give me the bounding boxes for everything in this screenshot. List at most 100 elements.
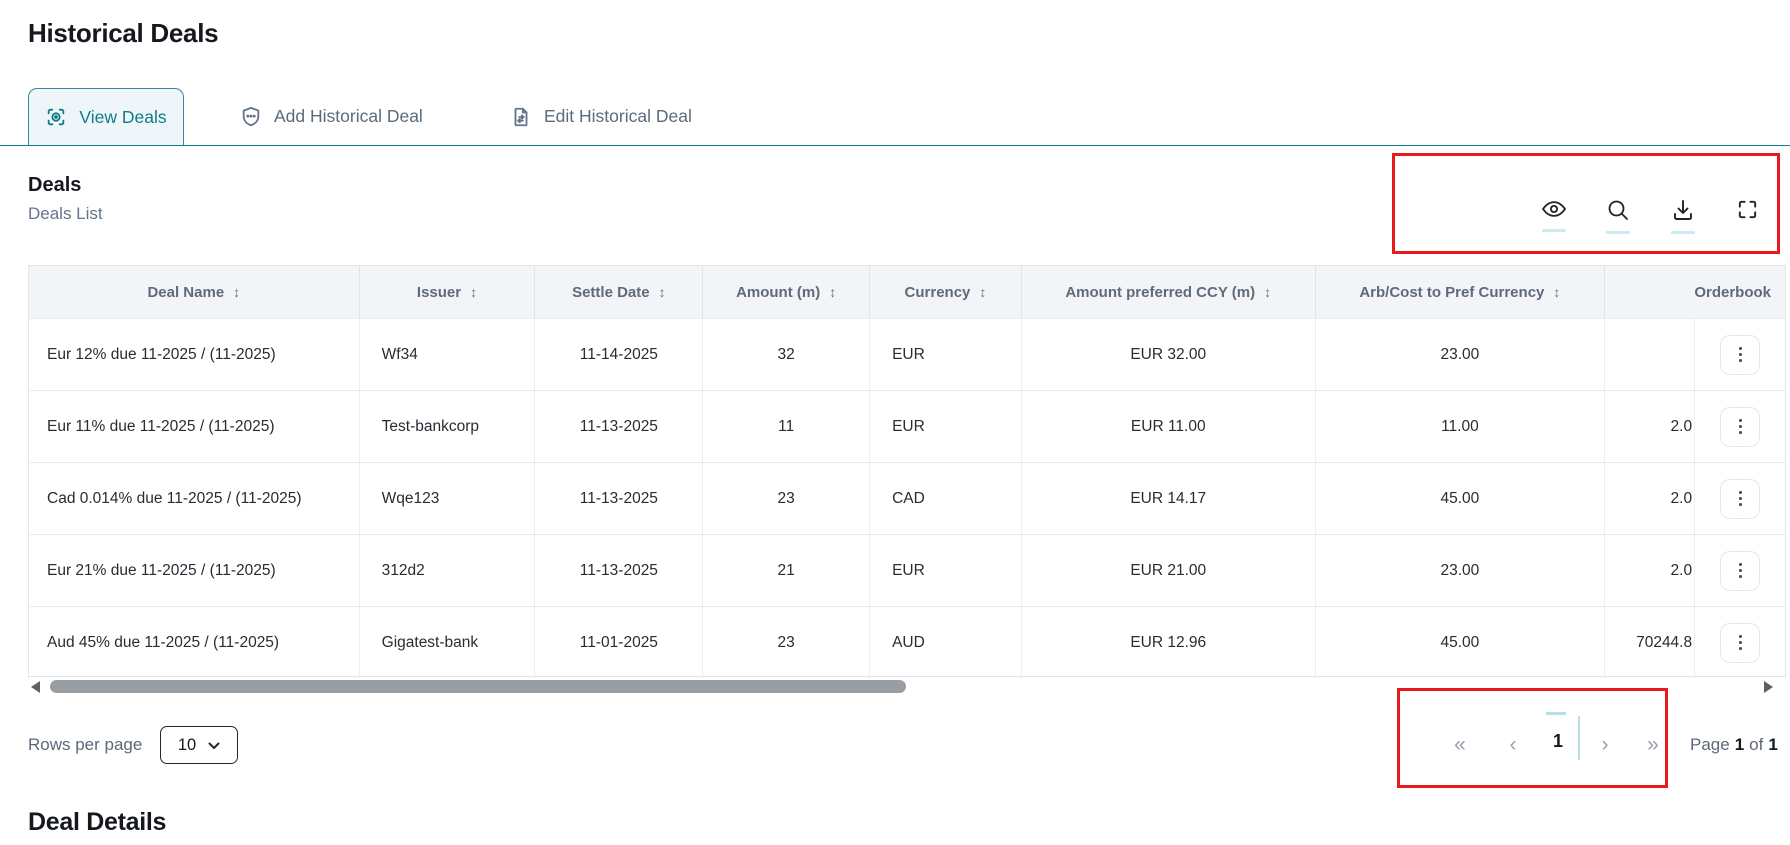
column-header-label: Amount (m) (736, 283, 821, 301)
cell-orderbook: 2.0 (1605, 535, 1696, 606)
cell-arb_cost: 23.00 (1316, 535, 1606, 606)
table-bottom-border (28, 676, 1786, 677)
column-header-arb_cost[interactable]: Arb/Cost to Pref Currency ↕ (1316, 266, 1606, 318)
row-actions-kebab-button[interactable] (1720, 406, 1761, 447)
cell-arb_cost: 45.00 (1316, 463, 1606, 534)
visibility-button[interactable] (1534, 190, 1574, 236)
table-row[interactable]: Cad 0.014% due 11-2025 / (11-2025) Wqe123… (29, 462, 1785, 534)
search-icon (1606, 198, 1630, 222)
hscroll-right-arrow[interactable] (1764, 681, 1773, 693)
icon-underline (1606, 231, 1630, 234)
sort-icon: ↕ (1553, 284, 1561, 300)
cell-issuer: Wqe123 (360, 463, 536, 534)
cell-actions (1695, 607, 1785, 678)
column-header-amount_pref[interactable]: Amount preferred CCY (m) ↕ (1022, 266, 1316, 318)
chevron-down-icon (208, 736, 220, 755)
cell-currency: CAD (870, 463, 1022, 534)
cell-arb_cost: 23.00 (1316, 319, 1606, 390)
pagination-current-page[interactable]: 1 (1552, 731, 1563, 751)
hscroll-thumb[interactable] (50, 680, 906, 693)
cell-actions (1695, 391, 1785, 462)
cell-currency: EUR (870, 391, 1022, 462)
cell-currency: EUR (870, 535, 1022, 606)
cell-actions (1695, 463, 1785, 534)
pagination-first-button[interactable]: « (1443, 728, 1477, 762)
sort-icon: ↕ (470, 284, 478, 300)
cell-arb_cost: 45.00 (1316, 607, 1606, 678)
column-header-label: Arb/Cost to Pref Currency (1359, 283, 1545, 301)
hscroll-left-arrow[interactable] (31, 681, 40, 693)
cell-issuer: Gigatest-bank (360, 607, 536, 678)
download-icon (1671, 198, 1695, 222)
download-button[interactable] (1663, 190, 1703, 236)
cell-orderbook: 70244.8 (1605, 607, 1696, 678)
search-button[interactable] (1598, 190, 1638, 236)
cell-amount: 11 (703, 391, 871, 462)
cell-currency: EUR (870, 319, 1022, 390)
cell-currency: AUD (870, 607, 1022, 678)
tab-label: View Deals (79, 106, 167, 127)
cell-actions (1695, 535, 1785, 606)
table-row[interactable]: Aud 45% due 11-2025 / (11-2025) Gigatest-… (29, 606, 1785, 678)
row-actions-kebab-button[interactable] (1720, 550, 1761, 591)
row-actions-kebab-button[interactable] (1720, 622, 1761, 663)
tab-label: Edit Historical Deal (544, 106, 692, 126)
cell-issuer: 312d2 (360, 535, 536, 606)
column-header-issuer[interactable]: Issuer ↕ (360, 266, 536, 318)
cell-arb_cost: 11.00 (1316, 391, 1606, 462)
rows-per-page-value: 10 (177, 735, 197, 754)
tabbar-underline (0, 145, 1790, 146)
column-header-amount[interactable]: Amount (m) ↕ (703, 266, 871, 318)
fullscreen-button[interactable] (1727, 190, 1767, 236)
kebab-icon (1738, 419, 1742, 434)
pagination-next-button[interactable]: › (1588, 728, 1622, 762)
cell-issuer: Wf34 (360, 319, 536, 390)
column-header-currency[interactable]: Currency ↕ (870, 266, 1022, 318)
sort-icon: ↕ (1264, 284, 1272, 300)
row-actions-kebab-button[interactable] (1720, 334, 1761, 375)
sort-icon: ↕ (979, 284, 987, 300)
cell-deal_name: Eur 11% due 11-2025 / (11-2025) (29, 391, 360, 462)
cell-deal_name: Eur 21% due 11-2025 / (11-2025) (29, 535, 360, 606)
visibility-icon (1541, 198, 1567, 220)
page-indicator: Page 1 of 1 (1690, 735, 1778, 754)
cell-actions (1695, 319, 1785, 390)
sort-icon: ↕ (829, 284, 837, 300)
pagination-prev-button[interactable]: ‹ (1496, 728, 1530, 762)
table-row[interactable]: Eur 21% due 11-2025 / (11-2025) 312d2 11-1… (29, 534, 1785, 606)
cell-amount: 32 (703, 319, 871, 390)
tab-edit-historical-deal[interactable]: Edit Historical Deal (510, 88, 692, 145)
cell-amount: 23 (703, 463, 871, 534)
column-header-label: Amount preferred CCY (m) (1065, 283, 1256, 301)
cell-deal_name: Cad 0.014% due 11-2025 / (11-2025) (29, 463, 360, 534)
column-header-settle_date[interactable]: Settle Date ↕ (535, 266, 704, 318)
section-title: Deal Details (28, 808, 167, 836)
deals-table: Deal Name ↕ Issuer ↕ Settle Date ↕ Amount (m) ↕… (28, 265, 1786, 678)
panel-subtitle: Deals List (28, 204, 103, 223)
column-header-deal_name[interactable]: Deal Name ↕ (29, 266, 360, 318)
tab-add-historical-deal[interactable]: Add Historical Deal (240, 88, 423, 145)
tab-view-deals[interactable]: View Deals (28, 88, 184, 145)
fullscreen-icon (1736, 198, 1759, 221)
column-header-orderbook: Orderbook (1605, 266, 1785, 318)
cell-deal_name: Eur 12% due 11-2025 / (11-2025) (29, 319, 360, 390)
table-row[interactable]: Eur 11% due 11-2025 / (11-2025) Test-bank… (29, 390, 1785, 462)
panel-title: Deals (28, 174, 82, 196)
sort-icon: ↕ (233, 284, 241, 300)
pagination-last-button[interactable]: » (1636, 728, 1670, 762)
table-row[interactable]: Eur 12% due 11-2025 / (11-2025) Wf34 11-14… (29, 318, 1785, 390)
table-header-row: Deal Name ↕ Issuer ↕ Settle Date ↕ Amount (m) ↕… (29, 266, 1785, 318)
sort-icon: ↕ (658, 284, 666, 300)
cell-amount: 23 (703, 607, 871, 678)
cell-deal_name: Aud 45% due 11-2025 / (11-2025) (29, 607, 360, 678)
column-header-label: Currency (904, 283, 971, 301)
row-actions-kebab-button[interactable] (1720, 478, 1761, 519)
column-header-label: Settle Date (572, 283, 650, 301)
icon-underline (1671, 231, 1695, 234)
cell-settle_date: 11-13-2025 (535, 535, 704, 606)
cell-orderbook: 2.0 (1605, 463, 1696, 534)
tab-label: Add Historical Deal (274, 106, 423, 126)
rows-per-page-select[interactable]: 10 (160, 726, 238, 764)
column-header-label: Orderbook (1694, 283, 1772, 301)
cell-amount: 21 (703, 535, 871, 606)
